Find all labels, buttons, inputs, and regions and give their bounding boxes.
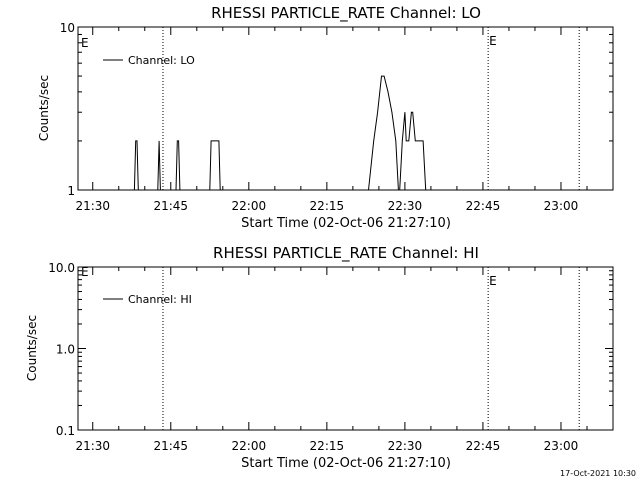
hi-x-tick-label: 22:00 (232, 439, 267, 453)
lo-chart-title: RHESSI PARTICLE_RATE Channel: LO (211, 4, 481, 23)
lo-legend: Channel: LO (103, 54, 195, 67)
lo-x-tick-label: 21:45 (153, 199, 188, 213)
lo-x-tick-label: 22:00 (232, 199, 267, 213)
lo-x-tick-label: 23:00 (544, 199, 579, 213)
lo-y-tick-label: 1 (67, 184, 75, 198)
hi-x-tick-label: 22:30 (388, 439, 423, 453)
hi-x-tick-label: 22:45 (466, 439, 501, 453)
hi-plot-frame (77, 266, 614, 431)
lo-x-axis: 21:30 21:45 22:00 22:15 22:30 22:45 23:00 (75, 27, 614, 213)
lo-series-line (79, 75, 439, 191)
lo-panel: RHESSI PARTICLE_RATE Channel: LO E 21:30… (37, 4, 614, 231)
hi-event-lines: E (162, 267, 580, 430)
lo-x-axis-label: Start Time (02-Oct-06 21:27:10) (241, 216, 451, 231)
hi-chart-title: RHESSI PARTICLE_RATE Channel: HI (213, 244, 479, 263)
footer-timestamp: 17-Oct-2021 10:30 (560, 469, 636, 478)
lo-y-axis-label: Counts/sec (37, 75, 51, 141)
hi-x-axis-label: Start Time (02-Oct-06 21:27:10) (241, 456, 451, 471)
lo-x-tick-label: 22:45 (466, 199, 501, 213)
lo-x-tick-label: 22:30 (388, 199, 423, 213)
hi-x-tick-label: 21:45 (153, 439, 188, 453)
hi-y-tick-label: 0.1 (56, 424, 75, 438)
hi-x-axis: 21:30 21:45 22:00 22:15 22:30 22:45 23:00 (75, 267, 614, 453)
hi-event-label: E (489, 274, 497, 288)
lo-x-tick-label: 22:15 (310, 199, 345, 213)
hi-y-axis: 0.1 1.0 10.0 (48, 261, 613, 438)
hi-x-tick-label: 22:15 (310, 439, 345, 453)
lo-event-label: E (489, 34, 497, 48)
lo-x-tick-label: 21:30 (75, 199, 110, 213)
hi-y-tick-label: 10.0 (48, 261, 75, 275)
hi-x-tick-label: 23:00 (544, 439, 579, 453)
hi-x-tick-label: 21:30 (75, 439, 110, 453)
hi-panel: RHESSI PARTICLE_RATE Channel: HI E 21:30… (25, 244, 614, 471)
hi-legend: Channel: HI (103, 293, 192, 306)
hi-y-tick-label: 1.0 (56, 343, 75, 357)
hi-legend-label: Channel: HI (128, 293, 192, 306)
hi-y-axis-label: Counts/sec (25, 315, 39, 381)
lo-y-tick-label: 10 (60, 21, 75, 35)
hi-left-marker: E (81, 265, 89, 279)
lo-event-lines: E (162, 27, 580, 190)
lo-legend-label: Channel: LO (128, 54, 195, 67)
lo-y-axis: 1 10 (60, 21, 613, 198)
lo-left-marker: E (81, 36, 89, 50)
